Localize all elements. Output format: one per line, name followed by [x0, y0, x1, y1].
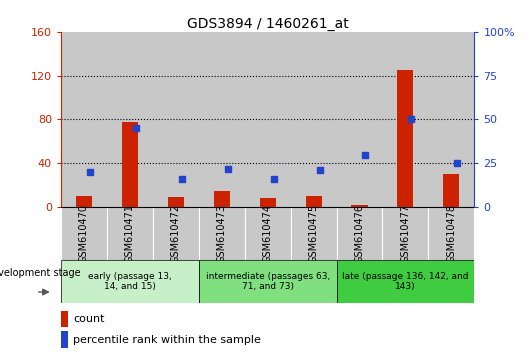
Bar [351, 205, 368, 207]
Bar [428, 32, 474, 207]
FancyBboxPatch shape [245, 207, 290, 260]
Text: GSM610473: GSM610473 [217, 204, 227, 263]
Text: GSM610477: GSM610477 [401, 204, 410, 263]
Text: GSM610474: GSM610474 [263, 204, 272, 263]
Bar [305, 196, 322, 207]
FancyBboxPatch shape [337, 207, 383, 260]
FancyBboxPatch shape [199, 207, 245, 260]
Text: percentile rank within the sample: percentile rank within the sample [73, 335, 261, 345]
Title: GDS3894 / 1460261_at: GDS3894 / 1460261_at [187, 17, 349, 31]
Text: early (passage 13,
14, and 15): early (passage 13, 14, and 15) [88, 272, 172, 291]
Text: late (passage 136, 142, and
143): late (passage 136, 142, and 143) [342, 272, 469, 291]
Text: development stage: development stage [0, 268, 81, 278]
Text: GSM610471: GSM610471 [125, 204, 135, 263]
Point [407, 117, 416, 122]
Bar [61, 311, 68, 327]
Bar [290, 32, 337, 207]
FancyBboxPatch shape [383, 207, 428, 260]
Point [315, 167, 324, 173]
FancyBboxPatch shape [107, 207, 153, 260]
Bar [167, 197, 184, 207]
Bar [214, 191, 230, 207]
Text: GSM610470: GSM610470 [79, 204, 89, 263]
Point [178, 176, 186, 182]
Bar [107, 32, 153, 207]
Point [131, 125, 140, 131]
Text: GSM610475: GSM610475 [308, 204, 319, 263]
Point [86, 169, 94, 175]
Bar [383, 32, 428, 207]
Bar [199, 32, 245, 207]
Bar [337, 32, 383, 207]
FancyBboxPatch shape [337, 260, 474, 303]
Bar [398, 70, 413, 207]
Point [361, 152, 370, 157]
Text: GSM610472: GSM610472 [171, 204, 181, 263]
Bar [61, 331, 68, 348]
Text: count: count [73, 314, 105, 324]
FancyBboxPatch shape [290, 207, 337, 260]
FancyBboxPatch shape [199, 260, 337, 303]
Text: GSM610476: GSM610476 [355, 204, 365, 263]
Bar [61, 32, 107, 207]
Point [269, 176, 278, 182]
Text: GSM610478: GSM610478 [446, 204, 456, 263]
Text: intermediate (passages 63,
71, and 73): intermediate (passages 63, 71, and 73) [206, 272, 330, 291]
Bar [245, 32, 290, 207]
Bar [76, 196, 92, 207]
Bar [260, 198, 276, 207]
FancyBboxPatch shape [428, 207, 474, 260]
Bar [122, 122, 138, 207]
Bar [444, 174, 460, 207]
Point [224, 166, 232, 171]
FancyBboxPatch shape [61, 260, 199, 303]
Bar [153, 32, 199, 207]
Point [453, 160, 462, 166]
FancyBboxPatch shape [61, 207, 107, 260]
FancyBboxPatch shape [153, 207, 199, 260]
